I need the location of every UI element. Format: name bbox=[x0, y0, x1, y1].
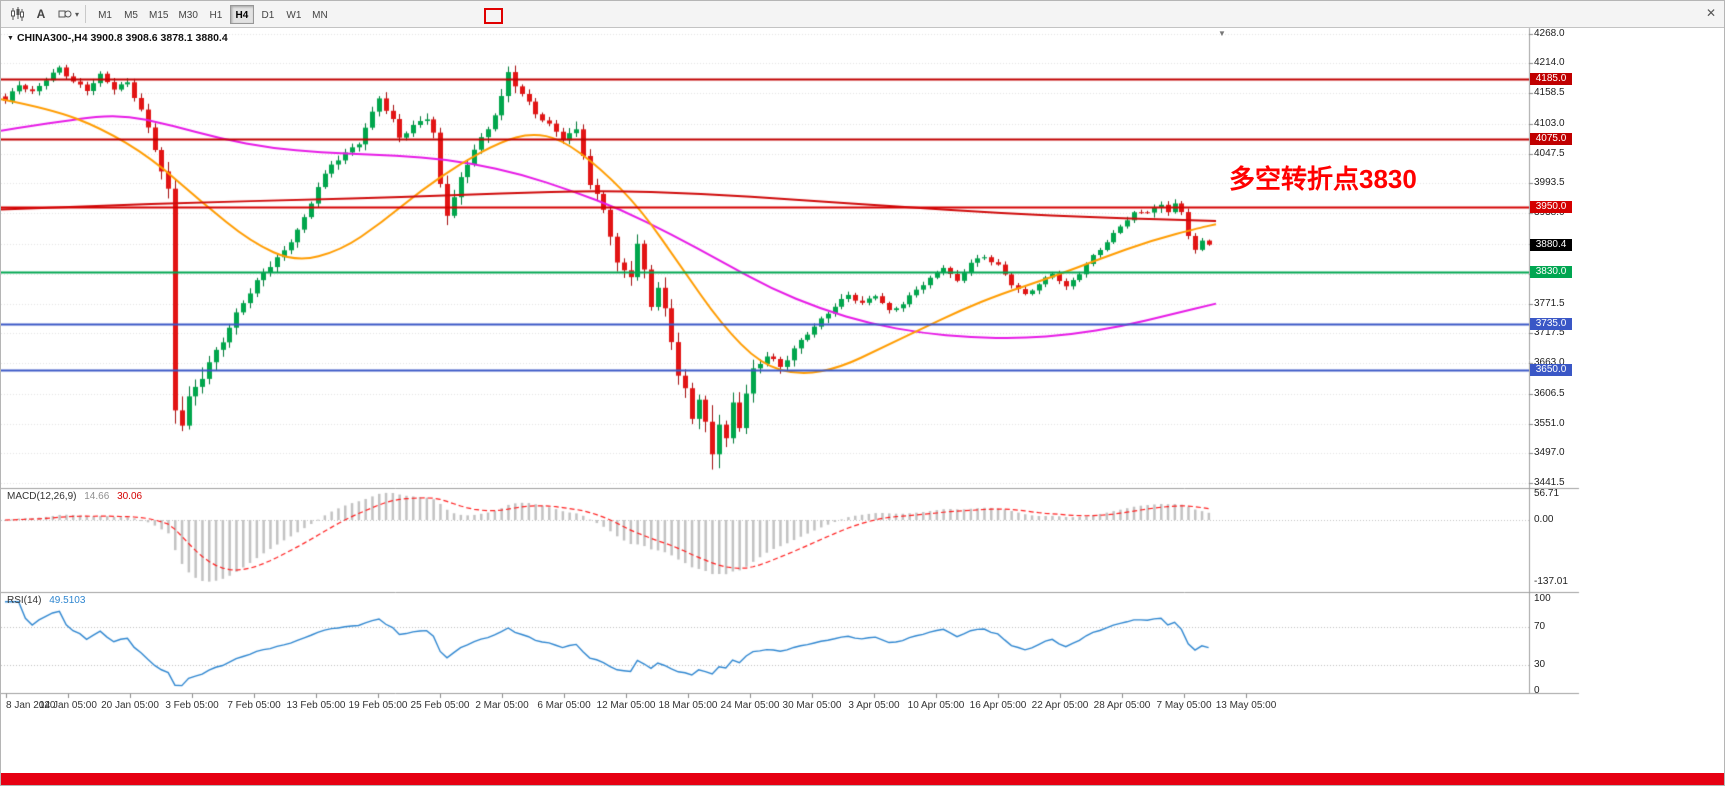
macd-signal-value: 30.06 bbox=[117, 491, 143, 502]
candlestick-glyph bbox=[11, 7, 24, 21]
timeframe-W1[interactable]: W1 bbox=[286, 9, 302, 21]
red-highlight-box bbox=[484, 8, 503, 24]
candlestick-chart-icon[interactable] bbox=[6, 3, 28, 25]
macd-label: MACD(12,26,9) 14.66 30.06 bbox=[7, 491, 142, 502]
chart-annotation: 多空转折点3830 bbox=[1229, 164, 1417, 194]
timeframe-D1[interactable]: D1 bbox=[261, 9, 275, 21]
macd-name: MACD(12,26,9) bbox=[7, 491, 77, 502]
chevron-down-icon[interactable]: ▾ bbox=[75, 9, 80, 19]
chart-header: ▼ CHINA300-,H4 3900.8 3908.6 3878.1 3880.… bbox=[7, 32, 228, 44]
shapes-tool-icon[interactable] bbox=[54, 3, 76, 25]
toolbar-divider bbox=[85, 5, 87, 23]
timeframe-MN[interactable]: MN bbox=[312, 9, 328, 21]
shapes-glyph bbox=[58, 10, 72, 18]
timeframe-M30[interactable]: M30 bbox=[178, 9, 198, 21]
symbol-dropdown-icon[interactable]: ▼ bbox=[7, 35, 14, 42]
chart-shift-marker: ▼ bbox=[1218, 29, 1226, 38]
bottom-red-bar bbox=[1, 773, 1724, 785]
macd-main-value: 14.66 bbox=[84, 491, 110, 502]
timeframe-M15[interactable]: M15 bbox=[149, 9, 169, 21]
timeframe-H4[interactable]: H4 bbox=[229, 4, 254, 24]
text-tool-icon[interactable]: A bbox=[36, 7, 46, 21]
rsi-name: RSI(14) bbox=[7, 595, 42, 606]
timeframe-H1[interactable]: H1 bbox=[209, 9, 223, 21]
timeframe-toolbar: M1 M5 M15 M30 H1 H4 D1 W1 MN bbox=[92, 4, 333, 24]
close-icon[interactable]: ✕ bbox=[1705, 6, 1716, 20]
timeframe-M5[interactable]: M5 bbox=[124, 9, 138, 21]
toolbar: A ▾ M1 M5 M15 M30 H1 H4 D1 W1 MN ✕ bbox=[1, 1, 1724, 28]
chart-header-text: CHINA300-,H4 3900.8 3908.6 3878.1 3880.4 bbox=[16, 32, 228, 44]
timeframe-M1[interactable]: M1 bbox=[98, 9, 112, 21]
rsi-value: 49.5103 bbox=[49, 595, 86, 606]
rsi-label: RSI(14) 49.5103 bbox=[7, 595, 85, 606]
